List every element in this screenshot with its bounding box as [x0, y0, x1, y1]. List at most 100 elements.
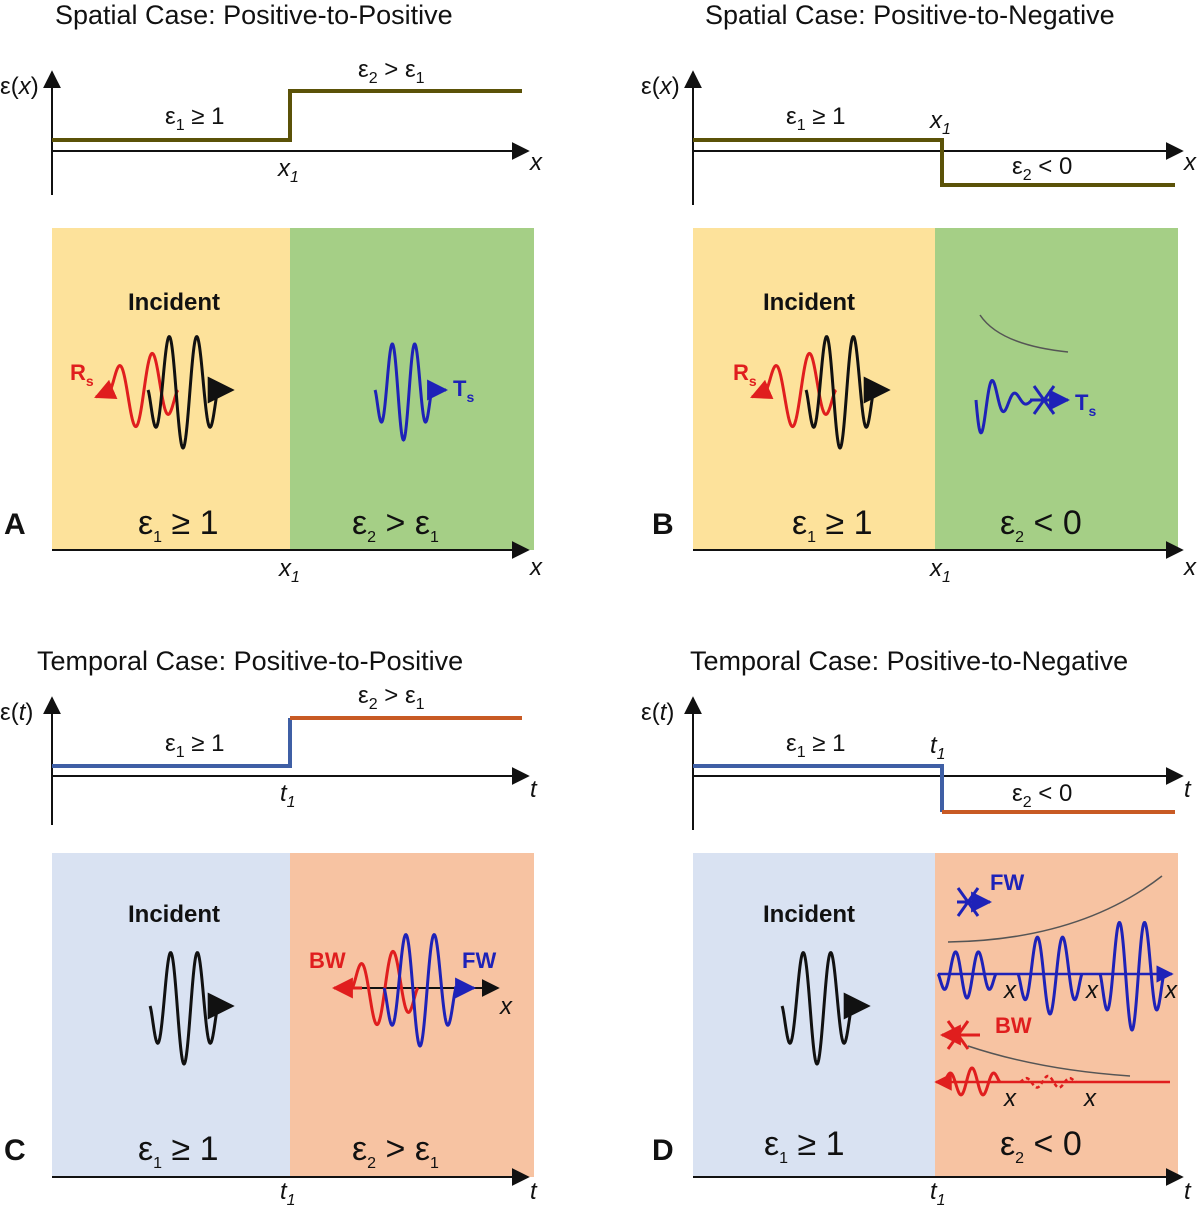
- panel-b-reflected-arrow: [750, 379, 774, 400]
- panel-d-profile-x-label: t: [1184, 776, 1192, 803]
- panel-b-decay-envelope: [979, 314, 1069, 353]
- panel-b-transmitted-label: Ts: [1075, 390, 1096, 419]
- panel-d-title: Temporal Case: Positive-to-Negative: [690, 646, 1128, 676]
- panel-c-region-eps1: ε1 ≥ 1: [138, 1130, 219, 1172]
- panel-d-bottom-mark: t1: [930, 1178, 946, 1207]
- panel-b-region-eps2: ε2 < 0: [1000, 504, 1082, 546]
- panel-d-region-eps2: ε2 < 0: [1000, 1125, 1082, 1167]
- panel-d-region-1: [693, 853, 935, 1177]
- panel-c-forward-wave: [382, 933, 458, 1048]
- panel-d-forward-label: FW: [990, 870, 1024, 895]
- panel-b-title: Spatial Case: Positive-to-Negative: [705, 0, 1115, 30]
- panel-a-reflected-arrow: [94, 379, 118, 400]
- panel-b-bottom-mark: x1: [929, 555, 951, 586]
- panel-a-bottom-mark: x1: [278, 555, 300, 586]
- panel-d-profile-eps1: ε1 ≥ 1: [786, 730, 845, 761]
- panel-c-profile-eps2: ε2 > ε1: [358, 682, 425, 713]
- panel-d-incident-wave: [780, 951, 854, 1066]
- panel-a-region-eps2: ε2 > ε1: [352, 504, 439, 546]
- panel-c-letter: C: [4, 1134, 26, 1167]
- panel-a-profile-mark: x1: [277, 155, 299, 186]
- panel-a-profile-eps1: ε1 ≥ 1: [165, 103, 224, 134]
- panel-b-profile-eps2: ε2 < 0: [1012, 153, 1072, 184]
- panel-b-incident-wave: [804, 335, 876, 450]
- panel-a-region-1: [52, 228, 290, 550]
- panel-a-title: Spatial Case: Positive-to-Positive: [55, 0, 453, 30]
- panel-c-region-2: [290, 853, 534, 1177]
- panel-d-forward-wave-2: [1016, 935, 1084, 1016]
- panel-d-letter: D: [652, 1134, 674, 1167]
- panel-b-profile-y-label: ε(x): [641, 73, 680, 100]
- panel-d-backward-wave-2: [1019, 1074, 1077, 1089]
- panel-b-region-1: [693, 228, 935, 550]
- panel-d-profile-mark: t1: [930, 732, 946, 763]
- panel-a-incident-wave: [146, 335, 220, 450]
- panel-c-incident-label: Incident: [128, 901, 220, 928]
- panel-d-profile-eps2: ε2 < 0: [1012, 780, 1072, 811]
- panel-c-region-eps2: ε2 > ε1: [352, 1130, 439, 1172]
- panel-d-profile-y-label: ε(t): [641, 699, 674, 726]
- panel-d-growth-envelope: [947, 875, 1163, 943]
- panel-a-permittivity-profile: [52, 89, 522, 142]
- panel-b-region-2: [935, 228, 1178, 550]
- panel-b-profile-eps1: ε1 ≥ 1: [786, 103, 845, 134]
- panel-a-letter: A: [4, 508, 26, 541]
- panel-c: Temporal Case: Positive-to-Positive ε(t)…: [0, 646, 538, 1207]
- panel-d-forward-wave-1: [936, 950, 998, 1000]
- panel-b-permittivity-profile: [693, 138, 1175, 187]
- panel-b-reflected-label: Rs: [733, 360, 757, 389]
- panel-c-profile-before: [52, 718, 292, 768]
- panel-d-bottom-axis-label: t: [1184, 1178, 1192, 1205]
- panel-c-forward-label: FW: [462, 948, 496, 973]
- panel-a-transmitted-label: Ts: [453, 376, 474, 405]
- panel-d-incident-label: Incident: [763, 901, 855, 928]
- panel-c-region-1: [52, 853, 290, 1177]
- panel-d-region-eps1: ε1 ≥ 1: [764, 1125, 845, 1167]
- panel-a-region-2: [290, 228, 534, 550]
- panel-c-title: Temporal Case: Positive-to-Positive: [37, 646, 463, 676]
- panel-a: Spatial Case: Positive-to-Positive ε(x) …: [0, 0, 543, 586]
- panel-d-backward-axis-label-2: x: [1083, 1085, 1097, 1112]
- panel-b-reflected-wave: [764, 351, 838, 429]
- panel-a-incident-label: Incident: [128, 289, 220, 316]
- panel-b-incident-label: Incident: [763, 289, 855, 316]
- panel-d-backward-wave-1: [943, 1066, 1001, 1097]
- panel-c-wave-axis-label: x: [499, 993, 513, 1020]
- panel-b-region-eps1: ε1 ≥ 1: [792, 504, 873, 546]
- panel-d-backward-axis-label-1: x: [1003, 1085, 1017, 1112]
- panel-d-decay-envelope: [967, 1045, 1131, 1077]
- panel-d-forward-axis-label-3: x: [1164, 977, 1178, 1004]
- panel-b-profile-mark: x1: [929, 107, 951, 138]
- panel-a-reflected-wave: [108, 351, 180, 429]
- panel-b: Spatial Case: Positive-to-Negative ε(x) …: [641, 0, 1197, 586]
- panel-a-region-eps1: ε1 ≥ 1: [138, 504, 219, 546]
- panel-d-forward-axis-label-1: x: [1003, 977, 1017, 1004]
- panel-c-incident-wave: [148, 951, 220, 1066]
- panel-d-profile-before: [693, 764, 944, 812]
- panel-b-evanescent-wave: [974, 378, 1033, 435]
- panel-a-transmitted-wave: [373, 342, 434, 442]
- panel-c-profile-mark: t1: [280, 780, 296, 811]
- panel-c-profile-y-label: ε(t): [0, 699, 33, 726]
- panel-c-bottom-mark: t1: [280, 1178, 296, 1207]
- panel-d: Temporal Case: Positive-to-Negative ε(t)…: [641, 646, 1192, 1207]
- panel-c-profile-eps1: ε1 ≥ 1: [165, 730, 224, 761]
- panel-a-profile-eps2: ε2 > ε1: [358, 56, 425, 87]
- panel-d-forward-wave-3: [1098, 920, 1166, 1032]
- panel-a-bottom-axis-label: x: [529, 554, 543, 581]
- panel-a-profile-y-label: ε(x): [0, 73, 39, 100]
- panel-a-profile-x-label: x: [529, 149, 543, 176]
- panel-a-reflected-label: Rs: [70, 360, 94, 389]
- panel-b-bottom-axis-label: x: [1183, 554, 1197, 581]
- panel-b-letter: B: [652, 508, 674, 541]
- panel-d-backward-cross: [946, 1020, 970, 1050]
- panel-d-backward-label: BW: [995, 1013, 1032, 1038]
- panel-c-bottom-axis-label: t: [530, 1178, 538, 1205]
- panel-c-backward-label: BW: [309, 948, 346, 973]
- panel-d-forward-axis-label-2: x: [1085, 977, 1099, 1004]
- panel-b-blocked-cross: [1032, 385, 1056, 415]
- panel-d-forward-cross: [956, 887, 980, 917]
- panel-c-profile-x-label: t: [530, 776, 538, 803]
- panel-b-profile-x-label: x: [1183, 149, 1197, 176]
